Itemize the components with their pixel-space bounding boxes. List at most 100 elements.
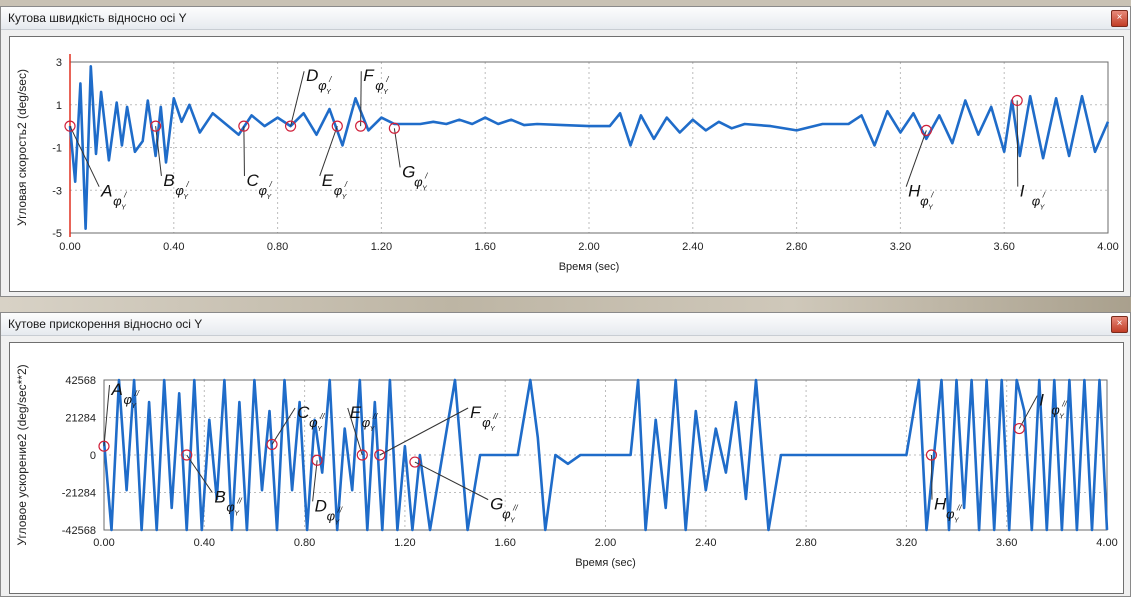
annotation-f: Fφ Y / (355, 66, 389, 132)
annotation-phi-symbol: φ (414, 174, 423, 189)
x-tick-label: 2.80 (795, 537, 816, 549)
y-tick-label: 3 (56, 57, 62, 69)
annotation-leader-line (319, 125, 338, 177)
annotation-letter: I (1039, 391, 1044, 410)
annotation-leader-line (290, 71, 305, 127)
annotation-leader-line (393, 128, 401, 168)
annotation-prime: // (372, 412, 378, 421)
annotation-phi-symbol: φ (226, 500, 235, 515)
annotation-f: Fφ Y // (374, 403, 498, 461)
x-tick-label: 0.40 (194, 537, 215, 549)
annotation-prime: // (337, 505, 343, 514)
annotation-g: Gφ Y // (409, 456, 518, 525)
x-tick-label: 1.20 (371, 241, 392, 253)
annotation-letter: F (363, 66, 375, 85)
annotation-leader-line (271, 407, 296, 445)
annotation-marker (238, 120, 250, 132)
annotation-prime: / (328, 75, 332, 84)
annotation-prime: // (1061, 400, 1067, 409)
x-tick-label: 3.60 (993, 241, 1014, 253)
annotation-marker (284, 120, 297, 132)
annotation-marker (388, 122, 400, 134)
x-tick-label: 2.00 (578, 241, 599, 253)
y-tick-label: 0 (90, 450, 96, 462)
annotation-prime: // (492, 412, 498, 421)
annotation-marker (374, 449, 386, 461)
window-titlebar: Кутове прискорення відносно осі Y × (1, 313, 1130, 336)
annotation-letter: G (490, 495, 503, 514)
annotation-phi-symbol: φ (124, 392, 133, 407)
annotation-prime: / (268, 180, 272, 189)
annotation-d: Dφ Y / (284, 66, 332, 132)
annotation-leader-line (1016, 100, 1019, 187)
annotation-prime: / (385, 75, 389, 84)
annotation-subscript: Y (121, 205, 127, 212)
annotation-marker (356, 449, 368, 461)
annotation-subscript: Y (132, 403, 138, 410)
annotation-leader-line (69, 125, 100, 187)
annotation-letter: I (1020, 182, 1025, 201)
annotation-letter: D (315, 496, 327, 515)
annotation-letter: C (246, 171, 259, 190)
annotation-i: Iφ Y / (1011, 94, 1046, 212)
annotation-g: Gφ Y / (388, 122, 428, 192)
annotation-subscript: Y (317, 426, 323, 433)
y-tick-label: -5 (52, 228, 62, 240)
annotation-letter: H (934, 495, 947, 514)
annotation-marker (150, 120, 162, 132)
window-titlebar: Кутова швидкість відносно осі Y × (1, 7, 1130, 30)
angular-velocity-window: Кутова швидкість відносно осі Y × 0.00 0.… (0, 6, 1131, 297)
x-tick-label: 0.40 (163, 241, 184, 253)
window-title: Кутове прискорення відносно осі Y (8, 317, 203, 331)
annotation-b: Bφ Y / (150, 120, 189, 201)
y-tick-label: -3 (52, 185, 62, 197)
annotation-subscript: Y (335, 519, 341, 526)
y-tick-label: -1 (52, 143, 62, 155)
series-line (68, 65, 1110, 230)
annotation-subscript: Y (954, 518, 960, 525)
x-tick-label: 1.60 (474, 241, 495, 253)
annotation-marker (1011, 94, 1023, 107)
annotation-subscript: Y (490, 426, 496, 433)
close-button[interactable]: × (1111, 10, 1128, 27)
annotation-leader-line (155, 126, 162, 177)
annotation-phi-symbol: φ (309, 415, 318, 430)
annotation-h: Hφ Y / (905, 124, 934, 212)
annotation-phi-symbol: φ (482, 415, 491, 430)
annotation-letter: B (214, 488, 225, 507)
y-tick-label: -21284 (62, 488, 96, 500)
annotation-c: Cφ Y // (266, 403, 325, 451)
annotation-phi-symbol: φ (258, 183, 267, 198)
close-button[interactable]: × (1111, 316, 1128, 333)
annotation-phi-symbol: φ (1032, 194, 1041, 209)
annotation-subscript: Y (1059, 414, 1065, 421)
annotation-letter: C (297, 403, 310, 422)
annotation-h: Hφ Y // (925, 449, 962, 525)
annotation-leader-line (360, 71, 362, 127)
annotation-b: Bφ Y // (181, 449, 243, 518)
annotation-marker (64, 120, 76, 132)
x-axis-label: Время (sec) (559, 261, 620, 273)
x-tick-label: 3.20 (890, 241, 911, 253)
angular-velocity-chart: 0.00 0.40 0.80 1.20 1.60 2.00 2.40 2.80 3.20 3.60… (15, 54, 1119, 273)
x-tick-label: 2.40 (695, 537, 716, 549)
annotation-marker (355, 120, 367, 132)
annotation-leader-line (243, 126, 245, 176)
annotation-leader-line (379, 407, 469, 456)
y-tick-label: -42568 (62, 525, 96, 537)
annotation-leader-line (1018, 395, 1038, 429)
annotation-c: Cφ Y / (238, 120, 272, 201)
y-tick-label: 21284 (65, 413, 96, 425)
x-axis-label: Время (sec) (575, 557, 636, 569)
annotation-marker (266, 438, 278, 451)
annotation-subscript: Y (928, 205, 934, 212)
x-tick-label: 4.00 (1096, 537, 1117, 549)
x-tick-label: 4.00 (1097, 241, 1118, 253)
annotation-prime: // (319, 412, 325, 421)
annotation-letter: B (163, 171, 174, 190)
annotation-letter: E (322, 171, 334, 190)
annotation-prime: // (956, 504, 962, 513)
annotation-e: Eφ Y // (347, 403, 378, 461)
annotation-letter: F (470, 403, 482, 422)
annotation-prime: / (1042, 191, 1046, 200)
